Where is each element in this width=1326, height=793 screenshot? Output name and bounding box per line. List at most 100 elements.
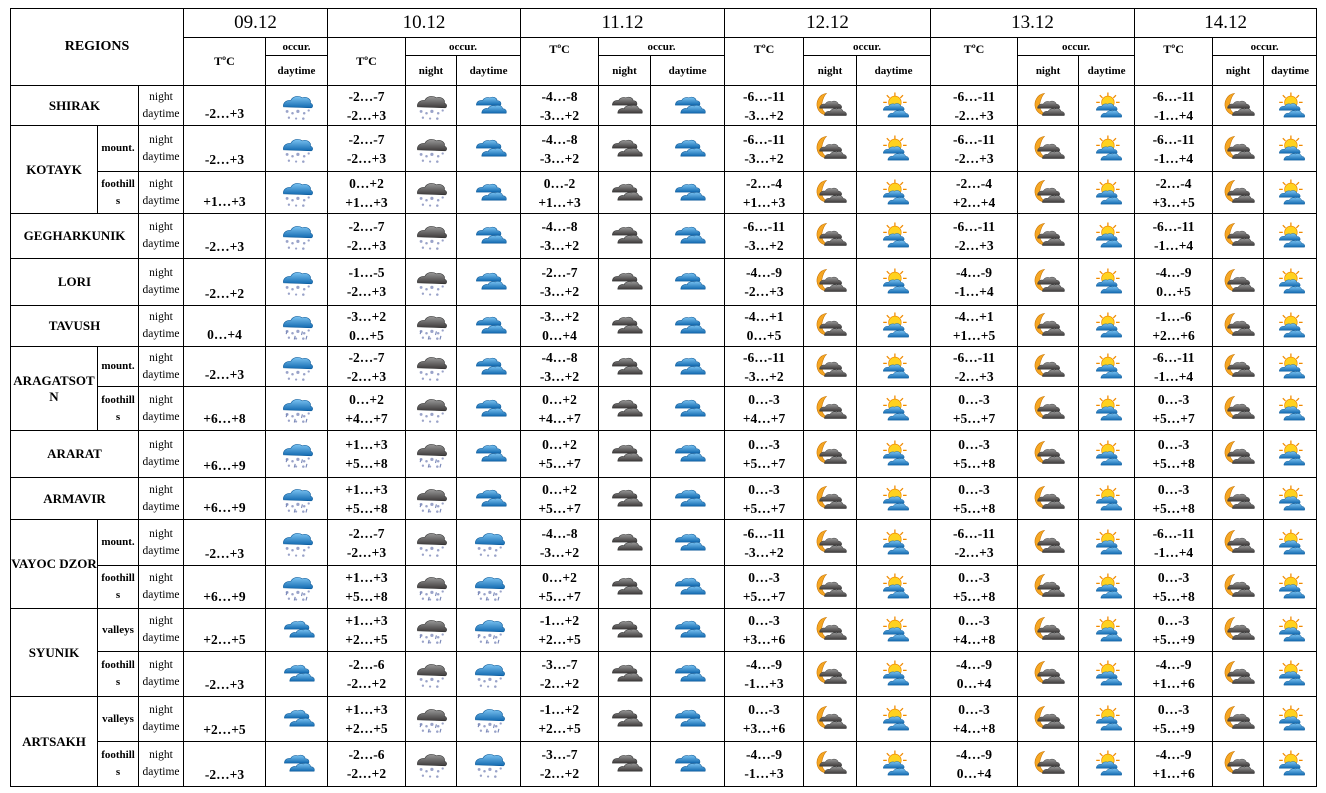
temperature: -6…-11 -3…+2 bbox=[724, 519, 805, 566]
moon-clouds-icon bbox=[1212, 213, 1265, 259]
temperature: 0…-3 +5…+7 bbox=[1134, 386, 1214, 431]
table-row: ARTSAKH valleys night daytime +2…+5 +1…+3 +2…+… bbox=[10, 696, 1318, 787]
date-header: 13.12 bbox=[930, 8, 1136, 38]
moon-clouds-icon bbox=[1212, 608, 1265, 652]
night-temperature: -2…-7 bbox=[541, 265, 578, 280]
sun-clouds-icon bbox=[1078, 696, 1136, 742]
blue-clouds-icon bbox=[455, 213, 522, 259]
subregion-label: mount. bbox=[97, 519, 139, 566]
temperature: -2…+3 bbox=[183, 519, 266, 566]
dark-snow-cloud-icon bbox=[405, 258, 457, 306]
night-temperature: -6…-11 bbox=[1152, 219, 1195, 234]
daytime-temperature: -2…+3 bbox=[954, 150, 994, 166]
daytime-header: daytime bbox=[1263, 55, 1318, 86]
sun-clouds-icon bbox=[1263, 608, 1318, 652]
sun-clouds-icon bbox=[856, 346, 932, 387]
night-label: night bbox=[149, 267, 173, 279]
daytime-label: daytime bbox=[142, 150, 180, 163]
moon-clouds-icon bbox=[1017, 85, 1080, 126]
daytime-label: daytime bbox=[142, 500, 180, 513]
night-temperature: +1…+3 bbox=[345, 437, 388, 452]
night-temperature: -6…-11 bbox=[1152, 349, 1195, 365]
sun-clouds-icon bbox=[1078, 477, 1136, 520]
subregion-label: foothills bbox=[97, 651, 139, 697]
temperature: 0…-3 +5…+8 bbox=[1134, 430, 1214, 478]
moon-clouds-icon bbox=[803, 258, 858, 306]
daytime-temperature: +5…+9 bbox=[1152, 721, 1195, 736]
night-temperature: -1…-6 bbox=[1155, 309, 1192, 324]
sun-clouds-icon bbox=[1263, 477, 1318, 520]
night-temperature: -6…-11 bbox=[953, 525, 996, 541]
temperature: -3…-7 -2…+2 bbox=[520, 741, 600, 787]
sun-clouds-icon bbox=[1263, 213, 1318, 259]
temperature: 0…-3 +5…+7 bbox=[724, 565, 805, 609]
period-labels: night daytime bbox=[138, 258, 184, 306]
sun-clouds-icon bbox=[1078, 386, 1136, 431]
sun-clouds-icon bbox=[1263, 125, 1318, 172]
region-name: VAYOC DZOR bbox=[10, 519, 98, 609]
daytime-temperature: -3…+2 bbox=[539, 368, 580, 384]
night-temperature: -4…-8 bbox=[541, 219, 578, 234]
daytime-temperature: +5…+7 bbox=[1152, 410, 1195, 426]
temperature: -1…+2 +2…+5 bbox=[520, 608, 600, 652]
temperature: 0…-3 +5…+9 bbox=[1134, 608, 1214, 652]
period-labels: night daytime bbox=[138, 346, 184, 387]
period-labels: night daytime bbox=[138, 565, 184, 609]
daytime-temperature: -2…+3 bbox=[346, 544, 387, 560]
daytime-temperature: -2…+3 bbox=[744, 284, 784, 299]
daytime-temperature: -2…+3 bbox=[954, 238, 994, 253]
daytime-temperature: -2…+2 bbox=[346, 676, 387, 691]
temperature: 0…+2 +5…+7 bbox=[520, 430, 600, 478]
moon-clouds-icon bbox=[1017, 477, 1080, 520]
temperature: -2…-6 -2…+2 bbox=[327, 741, 406, 787]
night-temperature: 0…-3 bbox=[958, 391, 990, 407]
moon-clouds-icon bbox=[803, 565, 858, 609]
sun-clouds-icon bbox=[1263, 430, 1318, 478]
daytime-temperature: +5…+7 bbox=[538, 500, 581, 516]
sun-clouds-icon bbox=[856, 386, 932, 431]
night-temperature: -4…-8 bbox=[541, 349, 578, 365]
rain-snow-cloud-icon bbox=[265, 430, 328, 478]
night-temperature: -6…-11 bbox=[743, 525, 786, 541]
region-name: ARTSAKH bbox=[10, 696, 98, 787]
date-header: 14.12 bbox=[1134, 8, 1318, 38]
daytime-temperature: -3…+2 bbox=[744, 238, 784, 253]
moon-clouds-icon bbox=[1212, 171, 1265, 214]
temperature: +6…+9 bbox=[183, 477, 266, 520]
table-row: foothills night daytime -2…+3 -2…-6 -2…+2 -3…-… bbox=[11, 651, 1318, 697]
moon-clouds-icon bbox=[1212, 696, 1265, 742]
date-header: 09.12 bbox=[183, 8, 328, 38]
daytime-temperature: -2…+3 bbox=[346, 284, 387, 299]
subregion-label: foothills bbox=[97, 741, 139, 787]
date-header: 10.12 bbox=[326, 8, 522, 38]
sun-clouds-icon bbox=[1263, 305, 1318, 347]
sun-clouds-icon bbox=[1263, 346, 1318, 387]
blue-clouds-icon bbox=[650, 519, 726, 566]
night-label: night bbox=[149, 351, 173, 364]
night-temperature: +1…+3 bbox=[345, 613, 388, 628]
night-temperature: -6…-11 bbox=[743, 219, 786, 234]
moon-clouds-icon bbox=[1017, 741, 1080, 787]
sun-clouds-icon bbox=[1078, 125, 1136, 172]
rain-snow-cloud-icon bbox=[265, 305, 328, 347]
daytime-temperature: -2…+3 bbox=[954, 544, 994, 560]
region-name: SYUNIK bbox=[10, 608, 98, 697]
rain-snow-cloud-icon bbox=[265, 565, 328, 609]
temperature: +6…+9 bbox=[183, 430, 266, 478]
temperature: -2…+3 bbox=[183, 213, 266, 259]
snow-cloud-icon bbox=[455, 651, 522, 697]
dark-clouds-icon bbox=[598, 85, 652, 126]
night-temperature: 0…+2 bbox=[542, 570, 577, 585]
dark-snow-cloud-icon bbox=[405, 651, 457, 697]
sun-clouds-icon bbox=[1078, 519, 1136, 566]
period-labels: night daytime bbox=[138, 85, 184, 126]
dark-clouds-icon bbox=[598, 213, 652, 259]
moon-clouds-icon bbox=[1017, 305, 1080, 347]
sun-clouds-icon bbox=[856, 519, 932, 566]
region-name: GEGHARKUNIK bbox=[10, 213, 139, 259]
temperature: +1…+3 +5…+8 bbox=[327, 477, 406, 520]
blue-clouds-icon bbox=[650, 213, 726, 259]
daytime-temperature: +1…+3 bbox=[742, 194, 786, 210]
occur-header: occur. bbox=[265, 37, 328, 56]
temperature: 0…-3 +3…+6 bbox=[724, 696, 805, 742]
